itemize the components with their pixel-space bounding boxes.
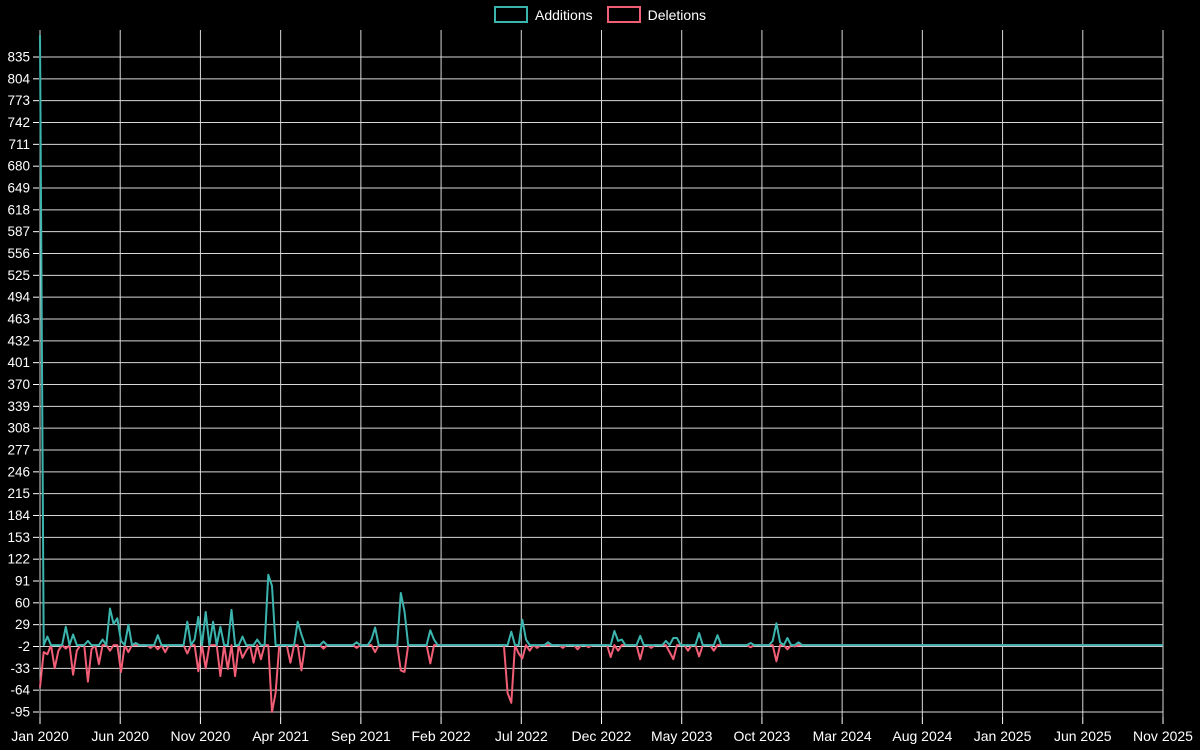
y-tick-label: 184 — [7, 508, 30, 523]
y-tick-label: 91 — [15, 574, 30, 589]
y-tick-label: 277 — [7, 443, 30, 458]
y-tick-label: -33 — [10, 661, 30, 676]
x-tick-label: Jun 2020 — [91, 728, 149, 744]
y-tick-label: -95 — [10, 705, 30, 720]
y-tick-label: 122 — [7, 552, 30, 567]
y-tick-label: 494 — [7, 290, 30, 305]
x-tick-label: Nov 2020 — [170, 728, 230, 744]
gridlines — [39, 30, 1164, 717]
y-tick-label: 618 — [7, 202, 30, 217]
y-tick-label: -2 — [18, 639, 30, 654]
legend-item-deletions[interactable]: Deletions — [606, 6, 706, 23]
x-tick-label: Jan 2020 — [11, 728, 69, 744]
legend-label-deletions: Deletions — [647, 6, 706, 23]
legend-item-additions[interactable]: Additions — [494, 6, 593, 23]
y-tick-label: 29 — [15, 617, 30, 632]
y-tick-label: 432 — [7, 333, 30, 348]
axes: 835 804 773 742 711 680 649 618 587 556 525 494 463 4… — [7, 50, 1193, 745]
x-tick-label: Mar 2024 — [813, 728, 872, 744]
y-tick-label: 339 — [7, 399, 30, 414]
x-tick-label: Sep 2021 — [331, 728, 391, 744]
y-tick-label: 804 — [7, 71, 30, 86]
y-tick-label: 401 — [7, 355, 30, 370]
y-tick-label: 525 — [7, 268, 30, 283]
x-tick-label: Aug 2024 — [892, 728, 952, 744]
y-tick-label: 587 — [7, 224, 30, 239]
deletions-swatch-icon — [606, 6, 641, 23]
additions-line — [39, 35, 1163, 647]
x-tick-label: Apr 2021 — [252, 728, 309, 744]
legend-label-additions: Additions — [535, 6, 593, 23]
y-tick-label: 835 — [7, 50, 30, 65]
y-tick-label: 649 — [7, 181, 30, 196]
y-tick-label: 308 — [7, 421, 30, 436]
x-tick-label: Dec 2022 — [572, 728, 632, 744]
y-tick-label: 246 — [7, 464, 30, 479]
y-tick-label: 680 — [7, 159, 30, 174]
x-tick-label: Jul 2022 — [495, 728, 548, 744]
y-tick-label: 215 — [7, 486, 30, 501]
y-tick-label: 773 — [7, 93, 30, 108]
y-tick-label: 153 — [7, 530, 30, 545]
y-tick-label: 711 — [8, 137, 30, 152]
x-tick-label: Nov 2025 — [1133, 728, 1193, 744]
x-tick-label: May 2023 — [651, 728, 713, 744]
y-tick-label: 556 — [7, 246, 30, 261]
x-tick-label: Jun 2025 — [1054, 728, 1112, 744]
y-tick-label: 60 — [15, 595, 30, 610]
y-tick-label: 742 — [7, 115, 30, 130]
x-tick-label: Feb 2022 — [411, 728, 470, 744]
y-tick-label: 463 — [7, 312, 30, 327]
x-tick-label: Oct 2023 — [734, 728, 791, 744]
y-tick-label: -64 — [10, 683, 30, 698]
data-series — [39, 35, 1163, 713]
legend: Additions Deletions — [0, 6, 1200, 23]
additions-swatch-icon — [494, 6, 529, 23]
y-tick-label: 370 — [7, 377, 30, 392]
x-tick-label: Jan 2025 — [974, 728, 1032, 744]
